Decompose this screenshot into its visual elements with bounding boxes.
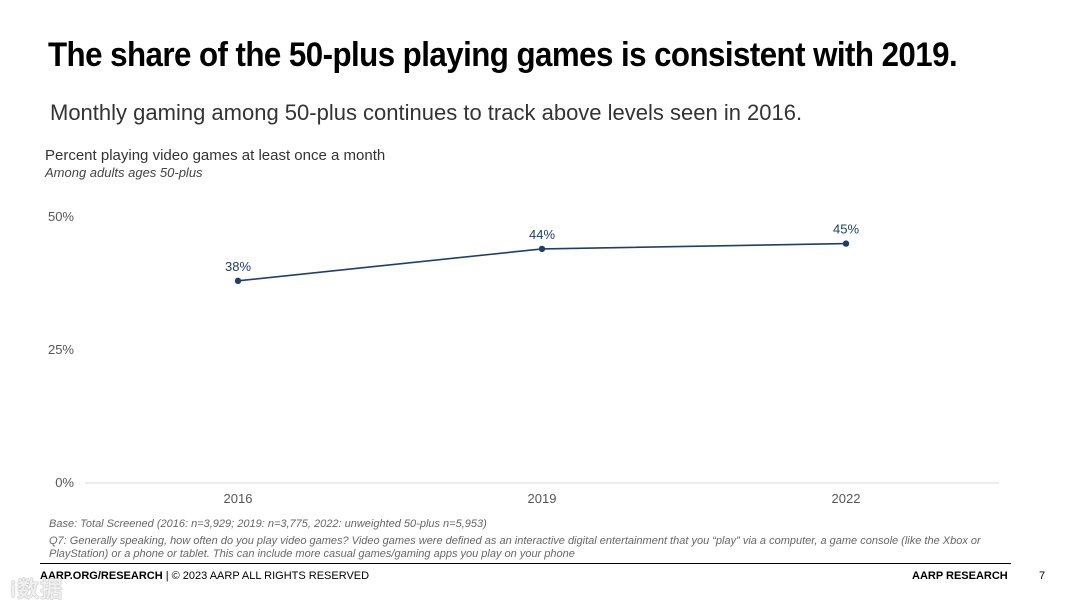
y-axis-labels: 0% 25% 50% [48, 209, 74, 490]
data-label: 38% [225, 259, 251, 274]
footer-left: AARP.ORG/RESEARCH | © 2023 AARP ALL RIGH… [40, 570, 369, 582]
question-note: Q7: Generally speaking, how often do you… [49, 535, 981, 560]
data-point [842, 240, 850, 247]
series-group: 38% 44% 45% [225, 222, 859, 285]
data-label: 45% [833, 222, 859, 237]
data-point [538, 245, 546, 253]
footer-brand: AARP RESEARCH [912, 570, 1008, 582]
y-tick-label: 25% [48, 342, 74, 357]
data-point [234, 277, 242, 285]
footer-divider [40, 563, 1011, 564]
chart-title: Percent playing video games at least onc… [45, 147, 386, 164]
x-axis-labels: 2016 2019 2022 [224, 491, 861, 506]
base-note: Base: Total Screened (2016: n=3,929; 201… [49, 518, 487, 530]
x-tick-label: 2016 [224, 491, 253, 506]
watermark: i数据 [10, 577, 64, 602]
slide-title: The share of the 50-plus playing games i… [48, 36, 958, 74]
footer-rights: | © 2023 AARP ALL RIGHTS RESERVED [162, 570, 370, 582]
slide-subtitle: Monthly gaming among 50-plus continues t… [50, 100, 803, 125]
y-tick-label: 0% [55, 475, 74, 490]
x-tick-label: 2019 [528, 491, 557, 506]
chart-subtitle: Among adults ages 50-plus [45, 165, 203, 180]
x-tick-label: 2022 [832, 491, 861, 506]
y-tick-label: 50% [48, 209, 74, 224]
footer-url[interactable]: AARP.ORG/RESEARCH [40, 570, 163, 582]
data-label: 44% [529, 227, 555, 242]
page-number: 7 [1039, 570, 1046, 582]
